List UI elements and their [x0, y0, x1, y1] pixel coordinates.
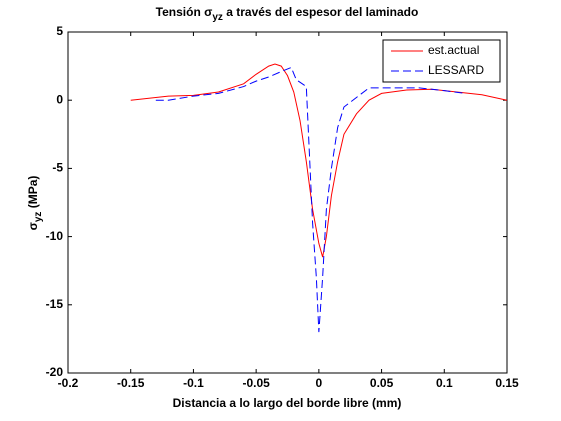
legend-label: LESSARD	[428, 63, 484, 77]
x-tick-label: -0.2	[58, 376, 79, 390]
ylabel-main: σ	[26, 222, 40, 230]
x-tick-label: 0.05	[370, 376, 394, 390]
x-tick-label: -0.1	[183, 376, 204, 390]
x-tick-label: -0.05	[242, 376, 270, 390]
plot-frame	[67, 31, 508, 374]
y-tick-label: -5	[52, 161, 63, 175]
y-axis-label: σyz (MPa)	[26, 176, 43, 231]
chart-title: Tensión σyz a través del espesor del lam…	[156, 5, 419, 22]
legend-label: est.actual	[428, 43, 479, 57]
x-tick-label: -0.15	[117, 376, 145, 390]
data-line	[130, 63, 508, 258]
title-rest: a través del espesor del laminado	[223, 5, 418, 19]
x-tick-label: 0.1	[436, 376, 453, 390]
title-main: Tensión σ	[156, 5, 213, 19]
x-axis-label: Distancia a lo largo del borde libre (mm…	[173, 396, 402, 410]
title-sub: yz	[212, 12, 223, 23]
x-tick-label: 0.15	[495, 376, 519, 390]
ylabel-sub: yz	[33, 212, 44, 223]
y-tick-label: -20	[46, 365, 64, 379]
y-tick-label: -15	[46, 297, 64, 311]
data-line	[155, 66, 466, 333]
y-tick-label: 5	[56, 24, 63, 38]
ylabel-rest: (MPa)	[26, 176, 40, 212]
y-tick-label: -10	[46, 229, 64, 243]
legend-box	[382, 39, 501, 83]
x-tick-label: 0	[316, 376, 323, 390]
y-tick-label: 0	[56, 92, 63, 106]
